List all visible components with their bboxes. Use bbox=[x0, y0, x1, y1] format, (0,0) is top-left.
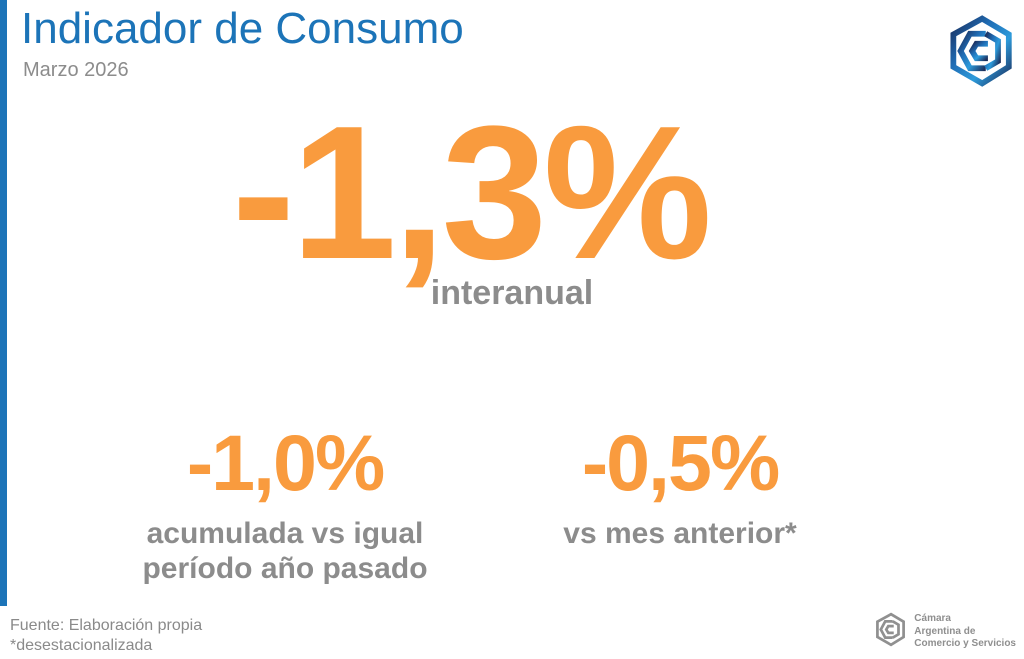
main-stat-value: -1,3% bbox=[231, 87, 712, 299]
cac-hexagon-logo-icon bbox=[944, 14, 1016, 88]
stat-accumulated: -1,0% acumulada vs igual período año pas… bbox=[85, 423, 485, 587]
source-line: Fuente: Elaboración propia bbox=[10, 617, 203, 634]
main-stat-label: interanual bbox=[430, 274, 594, 312]
stat-accumulated-label-line1: acumulada vs igual bbox=[146, 517, 424, 550]
org-name-line3: Comercio y Servicios bbox=[914, 638, 1016, 650]
org-name-line2: Argentina de bbox=[914, 625, 976, 637]
page-subtitle: Marzo 2026 bbox=[23, 59, 129, 81]
org-name-line1: Cámara bbox=[914, 613, 951, 625]
accent-bar bbox=[0, 0, 7, 606]
stat-mom-value: -0,5% bbox=[581, 418, 780, 507]
cac-hexagon-logo-gray-icon bbox=[873, 612, 907, 652]
stat-accumulated-label: acumulada vs igual período año pasado bbox=[85, 516, 485, 587]
stat-accumulated-value: -1,0% bbox=[186, 418, 385, 507]
org-name: Cámara Argentina de Comercio y Servicios bbox=[914, 613, 1016, 651]
org-badge: Cámara Argentina de Comercio y Servicios bbox=[873, 612, 1016, 652]
stat-accumulated-label-line2: período año pasado bbox=[142, 552, 428, 586]
stat-mom-label-line1: vs mes anterior* bbox=[563, 517, 797, 550]
page-title: Indicador de Consumo bbox=[21, 4, 464, 53]
main-stat: -1,3% interanual bbox=[0, 98, 1024, 313]
footer-source: Fuente: Elaboración propia *desestaciona… bbox=[10, 616, 202, 657]
footnote-line: *desestacionalizada bbox=[10, 637, 153, 655]
stat-month-over-month: -0,5% vs mes anterior* bbox=[495, 423, 865, 551]
stat-mom-label: vs mes anterior* bbox=[495, 516, 865, 551]
